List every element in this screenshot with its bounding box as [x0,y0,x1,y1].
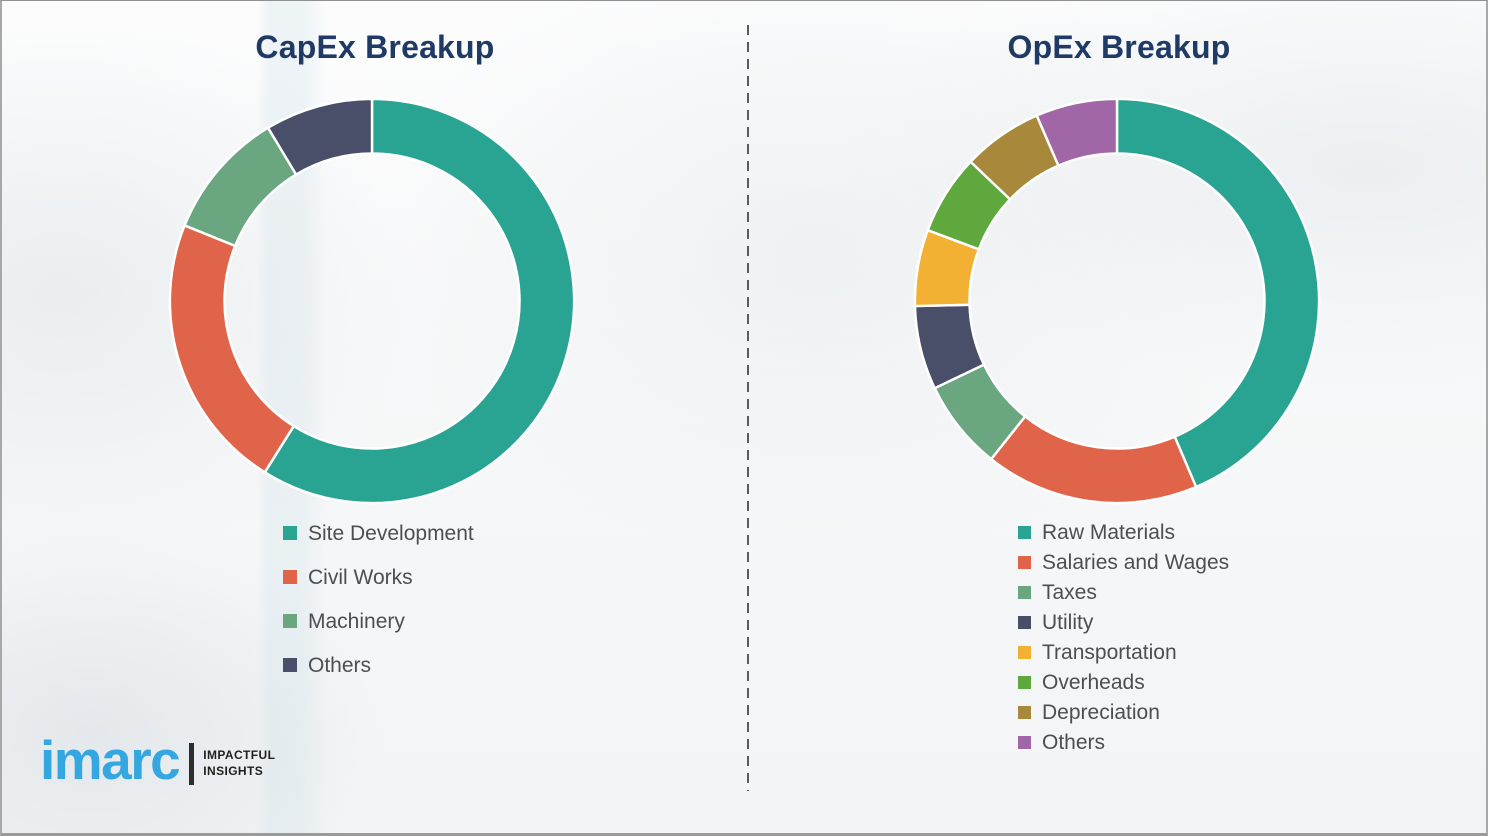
legend-item: Utility [1018,607,1229,637]
legend-swatch [1018,615,1031,629]
legend-swatch [1018,585,1031,599]
legend-item: Machinery [283,599,474,643]
logo-tagline-line2: INSIGHTS [203,764,264,778]
legend-item: Transportation [1018,637,1229,667]
opex-chart-title: OpEx Breakup [1007,29,1231,65]
capex-chart-title: CapEx Breakup [255,29,495,65]
opex-legend: Raw Materials Salaries and Wages Taxes Util… [1018,517,1229,757]
legend-swatch [1018,525,1031,539]
legend-swatch [1018,555,1031,569]
legend-item: Others [1018,727,1229,757]
legend-item: Others [283,643,474,687]
legend-label: Overheads [1042,670,1145,694]
vertical-dashed-divider [747,25,749,791]
legend-swatch [283,614,297,628]
legend-item: Depreciation [1018,697,1229,727]
capex-donut-slice-others [266,97,374,176]
legend-item: Civil Works [283,555,474,599]
legend-swatch [1018,675,1031,689]
legend-swatch [283,526,297,540]
legend-label: Machinery [308,609,405,633]
imarc-logo: imarc IMPACTFUL INSIGHTS [40,729,275,792]
legend-item: Raw Materials [1018,517,1229,547]
opex-donut-chart [913,97,1321,505]
legend-label: Utility [1042,610,1094,634]
legend-swatch [1018,735,1031,749]
logo-tagline: IMPACTFUL INSIGHTS [203,748,275,779]
opex-donut-slice-raw-materials [1115,97,1321,489]
legend-swatch [283,570,297,584]
legend-item: Taxes [1018,577,1229,607]
opex-donut-slice-others [1035,97,1119,167]
legend-item: Site Development [283,511,474,555]
legend-label: Taxes [1042,580,1097,604]
legend-swatch [1018,645,1031,659]
opex-donut-slice-salaries-and-wages [989,415,1198,505]
logo-tagline-line1: IMPACTFUL [203,748,276,763]
legend-label: Others [1042,730,1106,754]
legend-swatch [1018,705,1031,719]
legend-label: Raw Materials [1042,520,1176,544]
capex-legend: Site Development Civil Works Machinery Othe… [283,511,474,687]
legend-item: Salaries and Wages [1018,547,1229,577]
legend-label: Site Development [308,521,474,545]
imarc-logo-wordmark: imarc [40,729,181,792]
legend-label: Transportation [1042,640,1177,664]
capex-donut-slice-site-development [263,97,576,505]
logo-divider-bar [189,743,195,785]
legend-label: Others [308,653,372,677]
legend-swatch [283,658,297,672]
legend-label: Civil Works [308,565,413,589]
capex-donut-slice-civil-works [168,224,295,474]
legend-label: Depreciation [1042,700,1160,724]
capex-donut-chart [168,97,576,505]
legend-label: Salaries and Wages [1042,550,1230,574]
legend-item: Overheads [1018,667,1229,697]
